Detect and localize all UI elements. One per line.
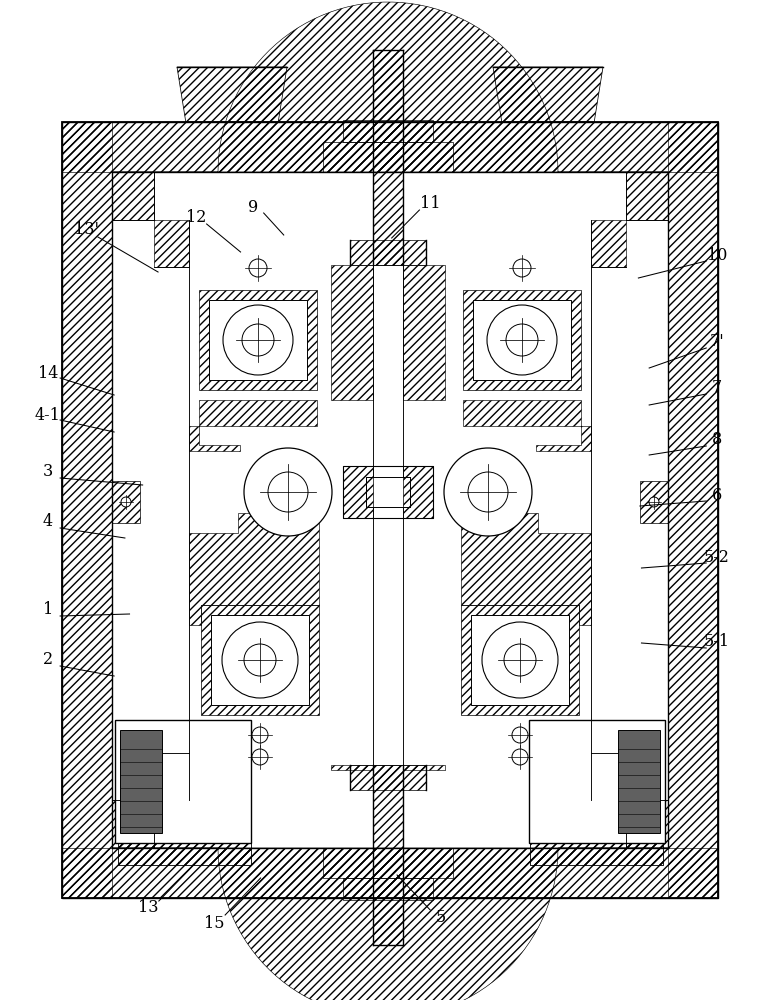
Text: 10: 10 [707, 246, 727, 263]
Bar [618, 730, 660, 833]
Circle shape [244, 644, 276, 676]
Bar [343, 120, 433, 142]
Bar [530, 843, 663, 865]
Text: 4-1: 4-1 [35, 406, 61, 424]
Text: 4: 4 [42, 514, 53, 530]
Circle shape [649, 497, 659, 507]
Text: 12: 12 [187, 210, 207, 227]
Text: 13': 13' [74, 222, 99, 238]
Circle shape [244, 448, 332, 536]
Circle shape [512, 727, 528, 743]
Bar [62, 122, 718, 898]
Circle shape [268, 472, 308, 512]
Bar [471, 615, 569, 705]
Bar [323, 142, 453, 172]
Text: 11: 11 [420, 196, 440, 213]
Bar [350, 765, 426, 790]
Bar [211, 615, 309, 705]
Circle shape [223, 305, 293, 375]
Bar [530, 843, 663, 865]
Circle shape [468, 472, 508, 512]
Circle shape [487, 305, 557, 375]
Bar [366, 477, 410, 507]
Bar [350, 240, 426, 265]
Circle shape [121, 497, 131, 507]
Circle shape [512, 749, 528, 765]
Text: 3: 3 [42, 464, 53, 481]
Text: 14: 14 [38, 364, 58, 381]
Circle shape [444, 448, 532, 536]
Bar [120, 730, 162, 833]
Circle shape [252, 727, 268, 743]
Bar [115, 720, 251, 843]
Text: 8: 8 [712, 432, 722, 448]
Circle shape [482, 622, 558, 698]
Bar [209, 300, 307, 380]
Circle shape [222, 622, 298, 698]
Text: 1: 1 [42, 601, 53, 618]
Bar [62, 122, 718, 898]
Bar [118, 843, 251, 865]
Text: 9: 9 [247, 198, 258, 216]
Circle shape [249, 259, 267, 277]
Text: 15: 15 [204, 914, 224, 932]
Circle shape [513, 259, 531, 277]
Bar [118, 843, 251, 865]
Text: 6: 6 [712, 487, 722, 504]
Circle shape [504, 644, 536, 676]
Circle shape [242, 324, 274, 356]
Text: 5-2: 5-2 [704, 548, 730, 566]
Bar [343, 466, 433, 518]
Bar [529, 720, 665, 843]
Text: 7': 7' [709, 334, 725, 351]
Circle shape [506, 324, 538, 356]
Text: 13: 13 [138, 900, 158, 916]
Text: 7: 7 [712, 379, 722, 396]
Bar [343, 878, 433, 900]
Bar [473, 300, 571, 380]
Text: 5-1: 5-1 [704, 634, 730, 650]
Text: 5: 5 [436, 910, 446, 926]
Circle shape [252, 749, 268, 765]
Bar [323, 848, 453, 878]
Text: 2: 2 [42, 652, 53, 668]
